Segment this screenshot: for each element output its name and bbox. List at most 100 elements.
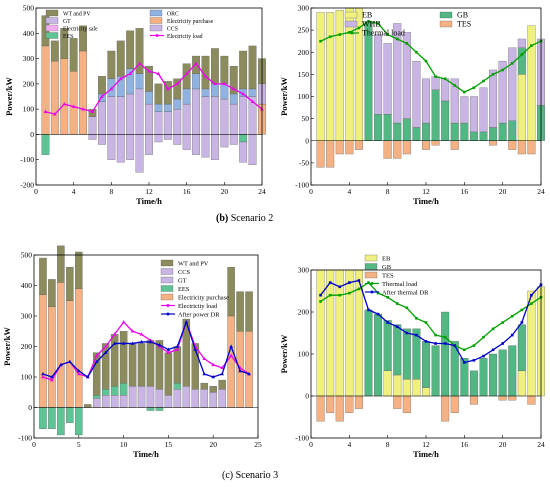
s3-elec-point-22	[229, 353, 233, 357]
s3-heat-point-18	[482, 354, 485, 358]
s2-elec-bar-electricity-purchase-3	[60, 58, 69, 135]
s3-elec-point-19	[202, 371, 207, 376]
s3-elec-bar-ees-discharge-1	[39, 407, 47, 430]
s2-elec-bar-orc-11	[135, 73, 144, 90]
s2-heat-bar-gb-21	[508, 120, 517, 141]
s3-elec-point-9	[112, 341, 117, 345]
s2-heat-point-14	[443, 77, 447, 81]
s3-heat-point-8	[386, 296, 389, 299]
s2-heat-point-23	[530, 44, 533, 47]
s3-elec-bar-wt-and-pv-22	[227, 267, 235, 317]
s3-heat-point-14	[443, 342, 447, 345]
s3-elec-legend-swatch-2	[160, 276, 174, 284]
s3-elec-ytick-label-200: 200	[21, 342, 33, 351]
s2-heat-bar-whb-15	[450, 78, 459, 124]
s2-heat-ytick-label-300: 300	[298, 4, 310, 13]
s2-elec-legend-swatch-2	[45, 17, 59, 24]
s2-elec-bar-ccs-22	[239, 141, 248, 163]
s3-heat-point-14	[443, 335, 447, 339]
s2-elec-legend-swatch-5	[149, 24, 163, 32]
s3-heat-bar-eb-12	[422, 387, 430, 397]
s2-elec-xlabel: Time/h	[136, 196, 162, 205]
caption-c-label: (c)	[222, 470, 234, 481]
s2-elec-xtick-label-0: 0	[34, 187, 38, 196]
s3-elec-legend-swatch-3	[160, 285, 174, 292]
s3-elec-point-6	[85, 375, 90, 379]
s2-heat-bar-gb-17	[469, 131, 478, 141]
s2-heat-bar-eb-4	[345, 7, 354, 141]
s3-elec-bar-wt-and-pv-2	[48, 279, 56, 308]
s3-heat-line-thermal-load	[320, 281, 542, 351]
s2-heat-bar-whb-14	[441, 78, 450, 102]
s3-elec-point-10	[121, 341, 126, 345]
s2-elec-bar-wt-and-pv-19	[210, 48, 219, 85]
s3-elec-bar-ees-discharge-13	[146, 407, 155, 411]
s2-elec-bar-wt-and-pv-20	[220, 55, 229, 85]
s2-elec-bar-ccs-11	[135, 134, 144, 173]
s3-elec-point-22	[229, 344, 233, 348]
s2-elec-bar-wt-and-pv-11	[135, 28, 144, 74]
s2-elec-point-17	[194, 61, 198, 65]
s2-elec-legend-label-1: ORC	[167, 12, 179, 18]
s2-elec-bar-electricity-purchase-4	[69, 71, 78, 135]
s2-elec-bar-ccs-20	[220, 134, 229, 148]
s2-heat-bar-whb-12	[422, 78, 430, 124]
s3-elec-bar-wt-and-pv-4	[66, 267, 74, 301]
s2-elec-bar-orc-20	[220, 83, 229, 100]
s2-elec-bar-gt-16	[182, 103, 191, 135]
s2-elec-point-7	[100, 94, 104, 98]
s2-elec-ylabel: Power/kW	[4, 77, 14, 116]
scenario3-thermal-chart: 0 4 8 12 16 20 24-1000100200300Time/hPower/kWE…	[279, 254, 545, 459]
s2-elec-point-21	[231, 86, 236, 91]
s2-heat-bar-whb-18	[479, 87, 488, 133]
s2-heat-bar-whb-7	[374, 34, 383, 115]
s3-heat-bar-gb-20	[498, 349, 507, 397]
s3-elec-point-11	[130, 329, 135, 333]
s3-heat-bar-gb-8	[383, 320, 392, 371]
s2-heat-xtick-label-8: 8	[386, 187, 390, 196]
caption-b-label: (b)	[216, 213, 229, 224]
s3-heat-point-6	[367, 281, 370, 284]
s3-elec-legend-label-2: GT	[178, 278, 187, 285]
s2-elec-ytick-label--200: -200	[20, 181, 34, 190]
s3-heat-line-after-thermal-dr	[320, 279, 542, 364]
s3-heat-point-17	[472, 359, 476, 362]
s2-elec-bar-wt-and-pv-13	[154, 83, 163, 105]
s3-heat-bar-eb-3	[335, 269, 344, 397]
s3-elec-xtick-label-5: 5	[77, 440, 81, 449]
s2-elec-bar-electricity-purchase-2	[50, 60, 59, 135]
s3-heat-legend-label-4: After thermal DR	[382, 290, 429, 297]
s2-elec-bar-wt-and-pv-21	[229, 66, 238, 95]
s3-elec-bar-gt-13	[146, 385, 155, 408]
s2-heat-legend-label-2: WHB	[362, 20, 381, 29]
s3-elec-bar-electricity-purchase-22	[227, 315, 235, 408]
s3-heat-point-5	[357, 279, 361, 282]
s3-elec-point-1	[41, 375, 45, 379]
s2-elec-bar-orc-13	[154, 103, 163, 112]
s2-heat-xtick-label-16: 16	[461, 187, 469, 196]
s3-heat-point-17	[472, 344, 476, 347]
s2-elec-bar-gt-8	[107, 96, 116, 135]
s2-elec-bar-wt-and-pv-15	[173, 78, 182, 100]
s3-heat-point-6	[367, 308, 370, 312]
s3-elec-bar-wt-and-pv-5	[75, 251, 83, 289]
s2-heat-bar-whb-9	[393, 23, 402, 124]
s2-elec-legend-swatch-0	[45, 9, 59, 17]
s3-heat-bar-eb-11	[412, 379, 421, 397]
s3-heat-xtick-label-0: 0	[309, 440, 313, 449]
s2-heat-point-13	[434, 75, 437, 78]
s3-heat-point-23	[530, 302, 533, 305]
s3-heat-legend-marker-4	[370, 290, 374, 294]
s2-heat-point-3	[338, 33, 342, 36]
s3-elec-point-14	[157, 342, 162, 347]
s2-heat-bar-gb-16	[460, 122, 469, 141]
s2-heat-point-8	[386, 33, 389, 36]
s3-heat-bar-tes-20	[498, 395, 507, 401]
s2-heat-bar-tes-23	[527, 140, 536, 155]
s3-elec-bar-wt-and-pv-24	[245, 291, 253, 332]
s2-heat-bar-tes-13	[431, 140, 440, 146]
s2-elec-bar-ccs-17	[192, 134, 200, 155]
s3-elec-bar-wt-and-pv-18	[191, 343, 200, 390]
s2-elec-bar-orc-15	[173, 98, 182, 110]
s2-elec-bar-gt-11	[135, 88, 144, 135]
